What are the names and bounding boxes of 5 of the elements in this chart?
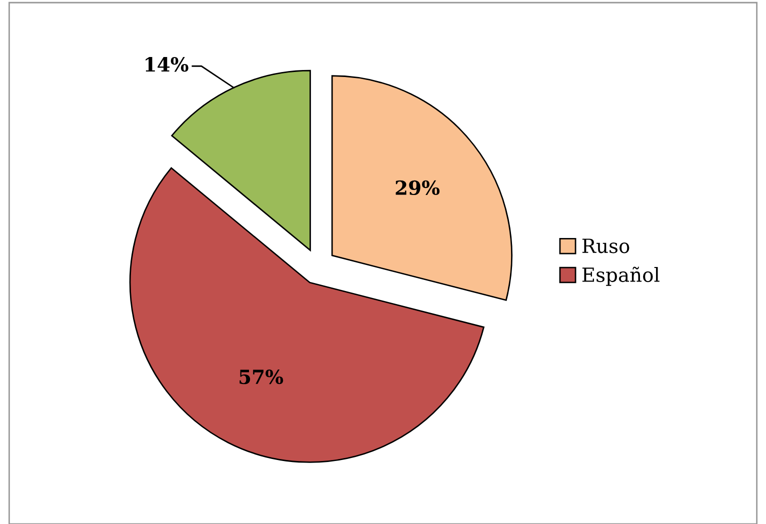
data-label: 14% bbox=[146, 57, 188, 72]
data-label: 57% bbox=[240, 369, 284, 384]
legend-label: Español bbox=[582, 266, 660, 286]
data-label: 29% bbox=[396, 180, 440, 196]
legend-label: Ruso bbox=[582, 238, 630, 254]
